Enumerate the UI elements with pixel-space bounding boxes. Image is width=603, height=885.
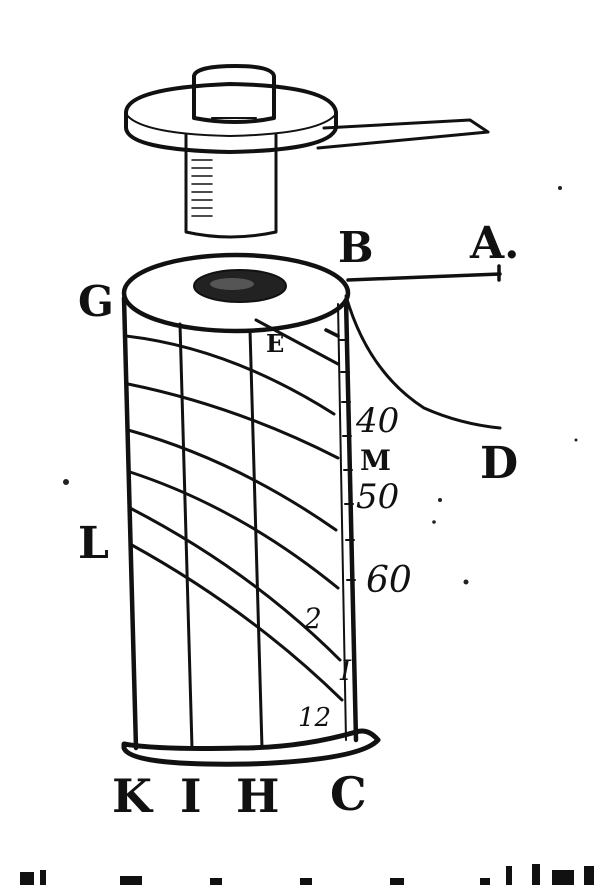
scale-40: 40: [355, 401, 399, 441]
gnomon-cap: [124, 64, 490, 239]
scale-1: I: [339, 654, 352, 687]
cord-curve: [344, 294, 502, 430]
label-B: B: [338, 223, 374, 272]
label-L: L: [78, 518, 109, 569]
label-G: G: [78, 277, 114, 326]
hour-lines: [124, 318, 344, 702]
label-A: A.: [469, 218, 519, 269]
cylinder-top: [121, 252, 351, 334]
label-D: D: [480, 438, 518, 489]
cropped-text-line: [20, 864, 594, 885]
cylinder-base: [121, 728, 381, 767]
cap-flange: [124, 82, 338, 154]
label-C: C: [330, 767, 367, 821]
cap-knob: [192, 64, 276, 124]
column-line-I: [178, 322, 194, 750]
pointer-arm: [316, 118, 490, 150]
screw-thread: [191, 159, 213, 217]
print-specks: [63, 186, 578, 585]
style-rod: [346, 264, 502, 282]
label-K: K: [112, 769, 154, 823]
label-M: M: [360, 444, 391, 477]
scale-50: 50: [356, 477, 399, 517]
label-I: I: [180, 769, 202, 823]
scale-12: 12: [298, 703, 331, 733]
scale-ticks: [339, 339, 356, 581]
label-E: E: [266, 329, 284, 358]
label-H: H: [236, 769, 279, 823]
cylinder-body: [121, 252, 381, 767]
column-line-H: [248, 328, 264, 750]
scale-2: 2: [303, 602, 322, 635]
scale-60: 60: [366, 560, 412, 601]
